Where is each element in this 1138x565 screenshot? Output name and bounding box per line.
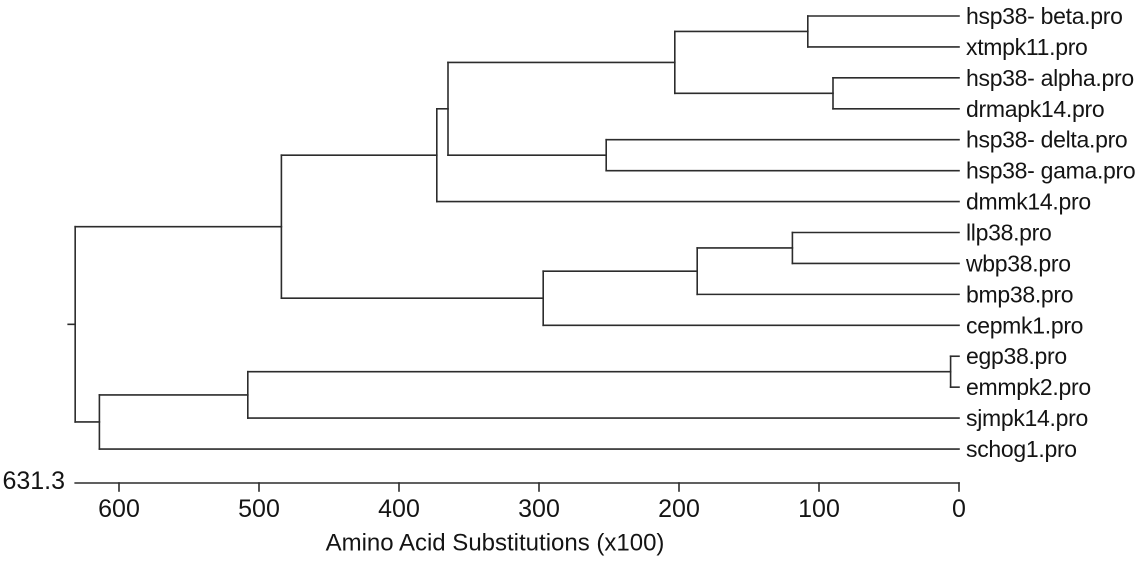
leaf-label: hsp38- gama.pro bbox=[966, 158, 1135, 184]
leaf-label: hsp38- delta.pro bbox=[966, 127, 1127, 153]
leaf-label: hsp38- alpha.pro bbox=[966, 65, 1134, 91]
axis-tick-label: 500 bbox=[238, 495, 280, 523]
axis-tick-label: 400 bbox=[378, 495, 420, 523]
axis-ticks: 600 500 400 300 200 100 0 bbox=[74, 482, 966, 523]
axis-tick-label: 300 bbox=[518, 495, 560, 523]
leaf-label: sjmpk14.pro bbox=[966, 405, 1088, 431]
axis-total-height-label: 631.3 bbox=[2, 467, 65, 495]
x-axis-title: Amino Acid Substitutions (x100) bbox=[326, 530, 665, 557]
leaf-label: emmpk2.pro bbox=[966, 374, 1091, 400]
axis-tick-label: 0 bbox=[952, 495, 966, 523]
leaf-label: egp38.pro bbox=[966, 343, 1067, 369]
x-axis: 600 500 400 300 200 100 0 631.3 Amino Acid Sub… bbox=[2, 467, 966, 557]
leaf-label: bmp38.pro bbox=[966, 281, 1073, 307]
leaf-label: cepmk1.pro bbox=[966, 312, 1083, 338]
leaf-labels: hsp38- beta.pro xtmpk11.pro hsp38- alpha.p… bbox=[965, 3, 1136, 462]
leaf-label: wbp38.pro bbox=[965, 250, 1071, 276]
axis-tick-label: 600 bbox=[98, 495, 140, 523]
leaf-label: dmmk14.pro bbox=[966, 189, 1091, 215]
tree-branches bbox=[67, 15, 960, 450]
leaf-label: hsp38- beta.pro bbox=[966, 3, 1123, 29]
axis-tick-label: 200 bbox=[658, 495, 700, 523]
leaf-label: xtmpk11.pro bbox=[966, 34, 1088, 60]
axis-tick-label: 100 bbox=[798, 495, 840, 523]
leaf-label: drmapk14.pro bbox=[966, 96, 1104, 122]
leaf-label: llp38.pro bbox=[966, 220, 1052, 246]
leaf-label: schog1.pro bbox=[966, 436, 1077, 462]
